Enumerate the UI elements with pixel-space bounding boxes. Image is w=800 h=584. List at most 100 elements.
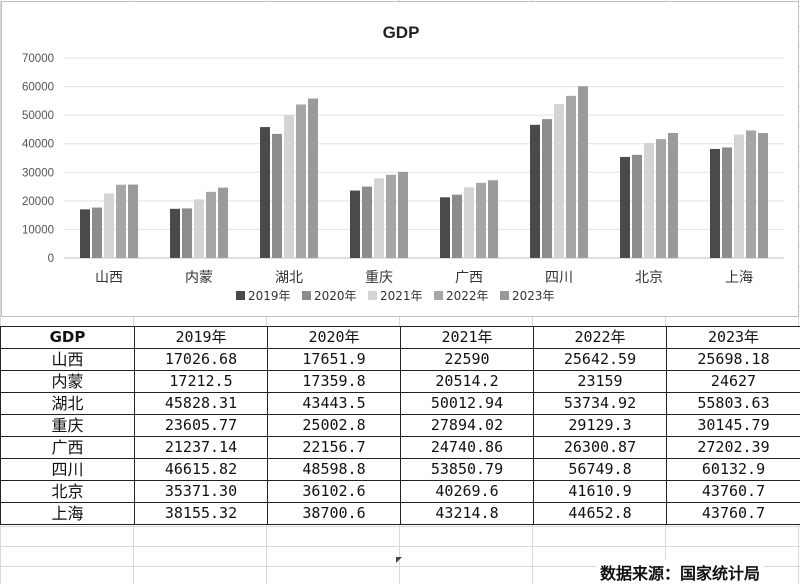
table-row: 广西 21237.14 22156.7 24740.86 26300.87 27202.3…: [0, 436, 800, 459]
gdp-value-cell[interactable]: 43214.8: [400, 502, 534, 525]
gdp-value-cell[interactable]: 17212.5: [134, 370, 268, 393]
gdp-value-cell[interactable]: 44652.8: [533, 502, 667, 525]
legend-swatch: [236, 291, 245, 300]
gdp-value-cell[interactable]: 53850.79: [400, 458, 534, 481]
gdp-value-cell[interactable]: 45828.31: [134, 392, 268, 415]
gdp-value-cell[interactable]: 60132.9: [666, 458, 800, 481]
gdp-value-cell[interactable]: 40269.6: [400, 480, 534, 503]
gdp-value-cell[interactable]: 36102.6: [267, 480, 401, 503]
legend-label: 2019年: [248, 289, 291, 303]
year-header[interactable]: 2020年: [267, 326, 401, 349]
gdp-value-cell[interactable]: 23605.77: [134, 414, 268, 437]
region-cell[interactable]: 广西: [0, 436, 135, 459]
gdp-value-cell[interactable]: 17359.8: [267, 370, 401, 393]
y-tick-label: 20000: [22, 196, 54, 208]
bar-2022年-重庆: [386, 174, 396, 258]
bar-2020年-北京: [632, 154, 642, 258]
gdp-value-cell[interactable]: 35371.30: [134, 480, 268, 503]
year-header[interactable]: 2019年: [134, 326, 268, 349]
table-corner-label[interactable]: GDP: [0, 326, 135, 349]
year-header[interactable]: 2023年: [666, 326, 800, 349]
x-category-label: 湖北: [275, 270, 303, 286]
gdp-value-cell[interactable]: 26300.87: [533, 436, 667, 459]
bar-2019年-四川: [530, 124, 540, 258]
gdp-value-cell[interactable]: 46615.82: [134, 458, 268, 481]
gdp-value-cell[interactable]: 43760.7: [666, 480, 800, 503]
bar-2019年-湖北: [260, 127, 270, 258]
gdp-value-cell[interactable]: 50012.94: [400, 392, 534, 415]
gdp-value-cell[interactable]: 43443.5: [267, 392, 401, 415]
chart-area[interactable]: GDP 0 10000 20000 30000 40000 50000 60000 70000 山…: [1, 1, 799, 317]
y-tick-label: 70000: [22, 53, 54, 65]
year-header[interactable]: 2022年: [533, 326, 667, 349]
year-header[interactable]: 2021年: [400, 326, 534, 349]
bar-2023年-湖北: [308, 98, 318, 258]
gdp-value-cell[interactable]: 24740.86: [400, 436, 534, 459]
bar-2023年-山西: [128, 184, 138, 258]
bar-2019年-广西: [440, 197, 450, 258]
gdp-value-cell[interactable]: 38700.6: [267, 502, 401, 525]
gdp-value-cell[interactable]: 23159: [533, 370, 667, 393]
gdp-value-cell[interactable]: 20514.2: [400, 370, 534, 393]
cell-comment-marker: [396, 557, 402, 563]
bar-2021年-四川: [554, 104, 564, 259]
gdp-bar-chart: GDP 0 10000 20000 30000 40000 50000 60000 70000 山…: [22, 23, 784, 303]
y-tick-label: 40000: [22, 139, 54, 151]
gdp-value-cell[interactable]: 41610.9: [533, 480, 667, 503]
legend-swatch: [302, 291, 311, 300]
gdp-value-cell[interactable]: 22156.7: [267, 436, 401, 459]
gdp-value-cell[interactable]: 27202.39: [666, 436, 800, 459]
legend-swatch: [500, 291, 509, 300]
legend-label: 2021年: [380, 289, 423, 303]
gdp-value-cell[interactable]: 29129.3: [533, 414, 667, 437]
region-cell[interactable]: 重庆: [0, 414, 135, 437]
bar-2023年-广西: [488, 180, 498, 258]
bar-2020年-山西: [92, 207, 102, 258]
y-tick-label: 50000: [22, 110, 54, 122]
bar-2021年-广西: [464, 187, 474, 258]
gdp-value-cell[interactable]: 55803.63: [666, 392, 800, 415]
bar-2020年-重庆: [362, 186, 372, 258]
gdp-value-cell[interactable]: 17651.9: [267, 348, 401, 371]
bar-2021年-北京: [644, 142, 654, 258]
x-category-label: 重庆: [365, 270, 393, 286]
gdp-value-cell[interactable]: 53734.92: [533, 392, 667, 415]
table-row: 内蒙 17212.5 17359.8 20514.2 23159 24627: [0, 370, 800, 393]
legend-swatch: [368, 291, 377, 300]
region-cell[interactable]: 四川: [0, 458, 135, 481]
region-cell[interactable]: 上海: [0, 502, 135, 525]
gdp-value-cell[interactable]: 38155.32: [134, 502, 268, 525]
gdp-value-cell[interactable]: 17026.68: [134, 348, 268, 371]
gdp-value-cell[interactable]: 43760.7: [666, 502, 800, 525]
gdp-value-cell[interactable]: 22590: [400, 348, 534, 371]
gdp-value-cell[interactable]: 48598.8: [267, 458, 401, 481]
bar-2019年-内蒙: [170, 208, 180, 258]
x-category-label: 上海: [725, 270, 753, 286]
gdp-value-cell[interactable]: 25698.18: [666, 348, 800, 371]
gdp-value-cell[interactable]: 30145.79: [666, 414, 800, 437]
gdp-value-cell[interactable]: 25642.59: [533, 348, 667, 371]
gdp-value-cell[interactable]: 21237.14: [134, 436, 268, 459]
gdp-data-table: GDP 2019年 2020年 2021年 2022年 2023年 山西 1702…: [0, 326, 800, 525]
x-category-label: 四川: [545, 270, 573, 286]
bar-2022年-北京: [656, 139, 666, 258]
table-row: 北京 35371.30 36102.6 40269.6 41610.9 43760.7: [0, 480, 800, 503]
gdp-value-cell[interactable]: 27894.02: [400, 414, 534, 437]
y-tick-label: 30000: [22, 167, 54, 179]
legend-label: 2022年: [446, 289, 489, 303]
region-cell[interactable]: 北京: [0, 480, 135, 503]
gdp-value-cell[interactable]: 24627: [666, 370, 800, 393]
bar-2021年-重庆: [374, 178, 384, 258]
bar-2019年-重庆: [350, 190, 360, 258]
region-cell[interactable]: 湖北: [0, 392, 135, 415]
region-cell[interactable]: 内蒙: [0, 370, 135, 393]
bar-2019年-北京: [620, 156, 630, 258]
gdp-value-cell[interactable]: 56749.8: [533, 458, 667, 481]
table-row: 四川 46615.82 48598.8 53850.79 56749.8 60132.9: [0, 458, 800, 481]
region-cell[interactable]: 山西: [0, 348, 135, 371]
bar-2022年-湖北: [296, 104, 306, 259]
legend-swatch: [434, 291, 443, 300]
source-note[interactable]: 数据来源：国家统计局: [595, 560, 764, 584]
gdp-value-cell[interactable]: 25002.8: [267, 414, 401, 437]
bar-2022年-内蒙: [206, 191, 216, 258]
